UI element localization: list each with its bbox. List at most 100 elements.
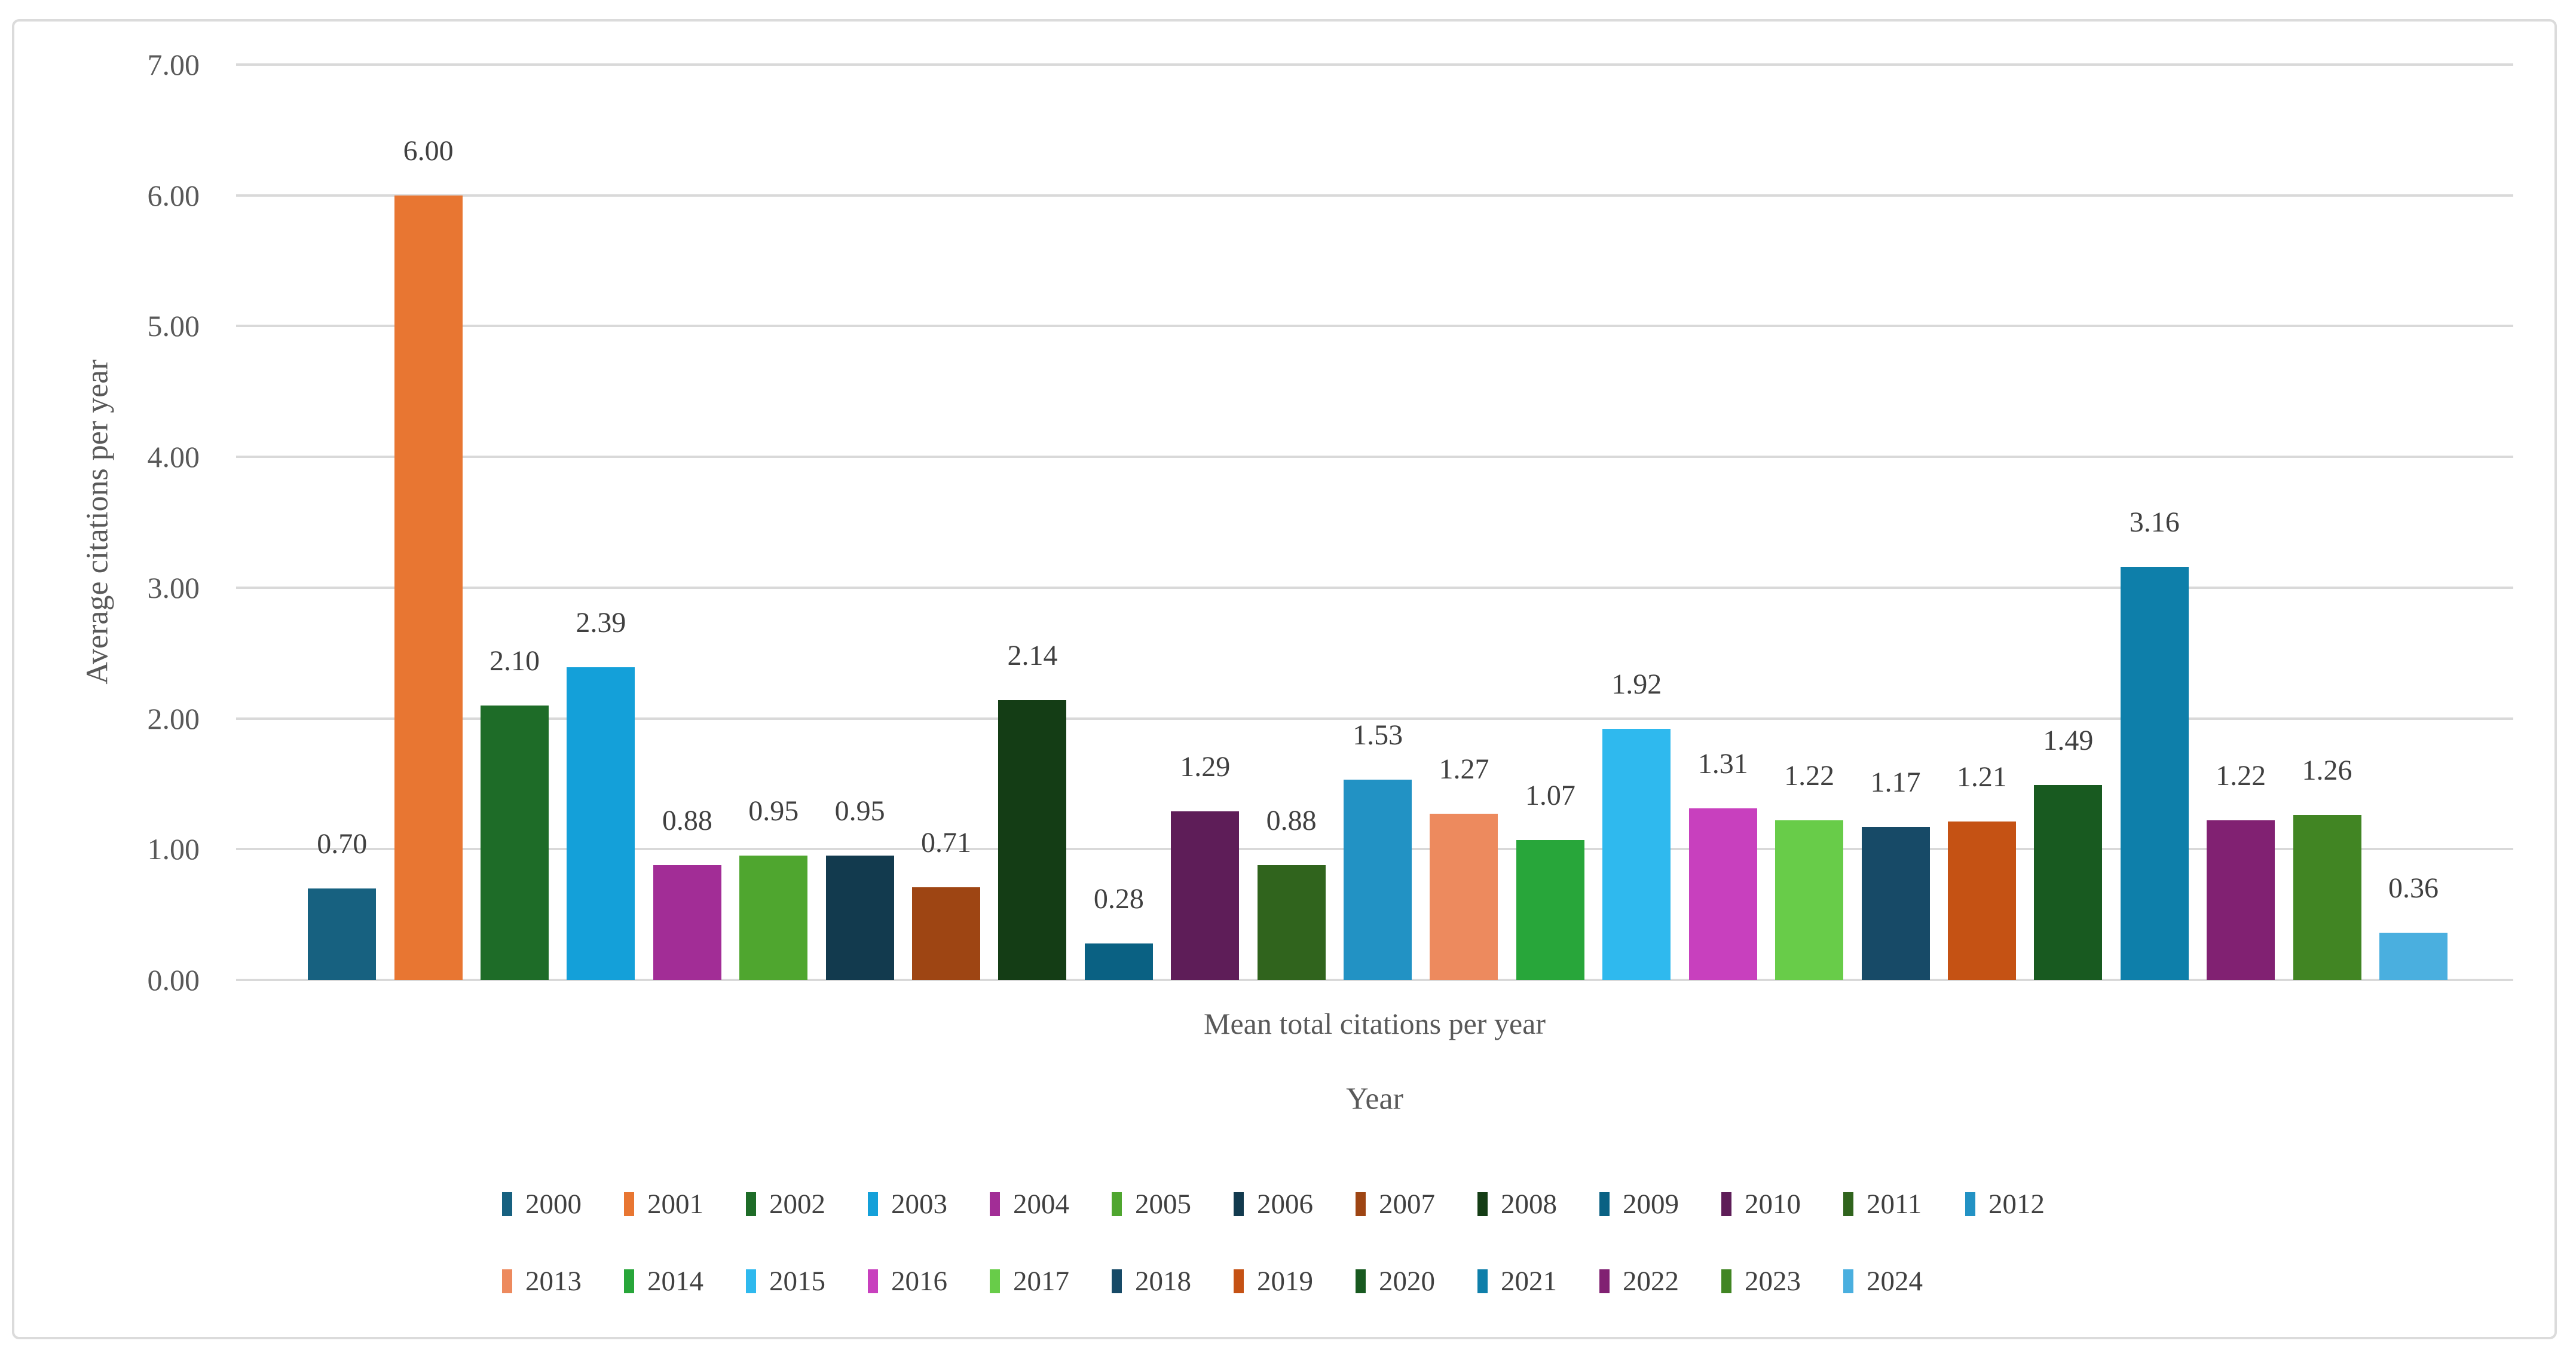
legend: 2000 2001 2002 2003 2004 2005 2006 2007 2008 2009… [502,1189,2087,1343]
bar-slot-2007: 0.71 [903,65,989,980]
y-tick-label: 2.00 [147,701,200,735]
bar-value-label: 3.16 [2129,506,2180,538]
bar-2016 [1688,808,1757,980]
legend-swatch-icon [1112,1192,1122,1216]
legend-item-2010: 2010 [1721,1189,1843,1220]
legend-swatch-icon [1234,1192,1244,1216]
legend-swatch-icon [1112,1269,1122,1293]
y-tick-label: 1.00 [147,832,200,866]
legend-label: 2018 [1135,1266,1191,1297]
bar-slot-2014: 1.07 [1507,65,1593,980]
bars-container: 0.70 6.00 2.10 2.39 0.88 0.95 0.95 0.71 2.14 0.28… [299,65,2456,980]
bar-2003 [567,667,635,980]
bar-slot-2003: 2.39 [558,65,644,980]
bar-2014 [1516,839,1584,980]
bar-value-label: 0.88 [662,804,712,836]
bar-2017 [1775,820,1844,980]
legend-item-2020: 2020 [1356,1266,1477,1297]
bar-slot-2009: 0.28 [1076,65,1162,980]
bar-2011 [1257,865,1326,980]
legend-item-2003: 2003 [868,1189,990,1220]
legend-swatch-icon [1599,1269,1610,1293]
legend-item-2012: 2012 [1965,1189,2087,1220]
gridline [236,194,2513,197]
legend-label: 2010 [1745,1189,1801,1220]
bar-slot-2021: 3.16 [2112,65,2198,980]
legend-item-2018: 2018 [1112,1266,1234,1297]
legend-label: 2011 [1867,1189,1922,1220]
bar-value-label: 1.29 [1180,750,1231,783]
legend-item-2017: 2017 [990,1266,1112,1297]
legend-swatch-icon [1843,1269,1853,1293]
legend-label: 2014 [647,1266,703,1297]
legend-item-2002: 2002 [746,1189,868,1220]
bar-slot-2010: 1.29 [1162,65,1248,980]
legend-item-2014: 2014 [624,1266,746,1297]
legend-swatch-icon [1234,1269,1244,1293]
bar-value-label: 1.17 [1870,766,1921,799]
x-axis-title: Year [1346,1082,1403,1116]
legend-row: 2013 2014 2015 2016 2017 2018 2019 2020 2021 2022… [502,1266,2087,1297]
bar-value-label: 1.92 [1611,668,1662,701]
bar-value-label: 0.95 [748,795,799,827]
bar-slot-2015: 1.92 [1593,65,1679,980]
legend-label: 2003 [891,1189,947,1220]
bar-2008 [998,700,1067,980]
bar-value-label: 1.21 [1956,761,2007,793]
legend-label: 2024 [1867,1266,1923,1297]
bar-value-label: 0.28 [1093,882,1144,915]
legend-item-2001: 2001 [624,1189,746,1220]
bar-slot-2022: 1.22 [2198,65,2284,980]
bar-2024 [2379,933,2447,980]
bar-2021 [2120,566,2189,980]
gridline [236,456,2513,459]
bar-2022 [2207,820,2275,980]
bar-slot-2024: 0.36 [2370,65,2456,980]
legend-label: 2021 [1501,1266,1557,1297]
legend-label: 2015 [769,1266,825,1297]
legend-item-2011: 2011 [1843,1189,1965,1220]
legend-row: 2000 2001 2002 2003 2004 2005 2006 2007 2008 2009… [502,1189,2087,1220]
bar-slot-2001: 6.00 [385,65,471,980]
bar-slot-2020: 1.49 [2025,65,2111,980]
bar-2005 [739,856,808,980]
bar-slot-2018: 1.17 [1852,65,1938,980]
bar-slot-2005: 0.95 [730,65,816,980]
bar-value-label: 1.22 [2216,760,2266,792]
bar-value-label: 1.22 [1784,760,1835,792]
bar-value-label: 0.88 [1266,804,1317,836]
y-tick-label: 4.00 [147,440,200,474]
y-axis-title: Average citations per year [80,359,115,685]
bar-2006 [825,856,894,980]
bar-slot-2002: 2.10 [472,65,558,980]
legend-swatch-icon [502,1269,512,1293]
legend-item-2024: 2024 [1843,1266,1965,1297]
bar-value-label: 1.31 [1697,748,1748,780]
legend-swatch-icon [502,1192,512,1216]
legend-swatch-icon [868,1269,878,1293]
bar-value-label: 2.10 [489,645,540,677]
y-tick-label: 5.00 [147,309,200,343]
bar-slot-2012: 1.53 [1335,65,1421,980]
legend-label: 2023 [1745,1266,1801,1297]
bar-slot-2016: 1.31 [1680,65,1766,980]
legend-swatch-icon [990,1192,1000,1216]
legend-swatch-icon [990,1269,1000,1293]
y-tick-label: 0.00 [147,963,200,997]
y-tick-label: 7.00 [147,48,200,81]
y-tick-label: 6.00 [147,178,200,212]
legend-label: 2012 [1988,1189,2045,1220]
bar-value-label: 0.95 [834,795,885,827]
legend-item-2000: 2000 [502,1189,624,1220]
gridline [236,63,2513,66]
legend-swatch-icon [868,1192,878,1216]
legend-label: 2022 [1623,1266,1679,1297]
bar-2007 [912,887,981,980]
plot-area: 0.70 6.00 2.10 2.39 0.88 0.95 0.95 0.71 2.14 0.28… [236,63,2513,981]
bar-slot-2000: 0.70 [299,65,385,980]
bar-2013 [1430,814,1498,980]
gridline [236,979,2513,981]
legend-item-2009: 2009 [1599,1189,1721,1220]
bar-value-label: 0.70 [317,827,368,860]
